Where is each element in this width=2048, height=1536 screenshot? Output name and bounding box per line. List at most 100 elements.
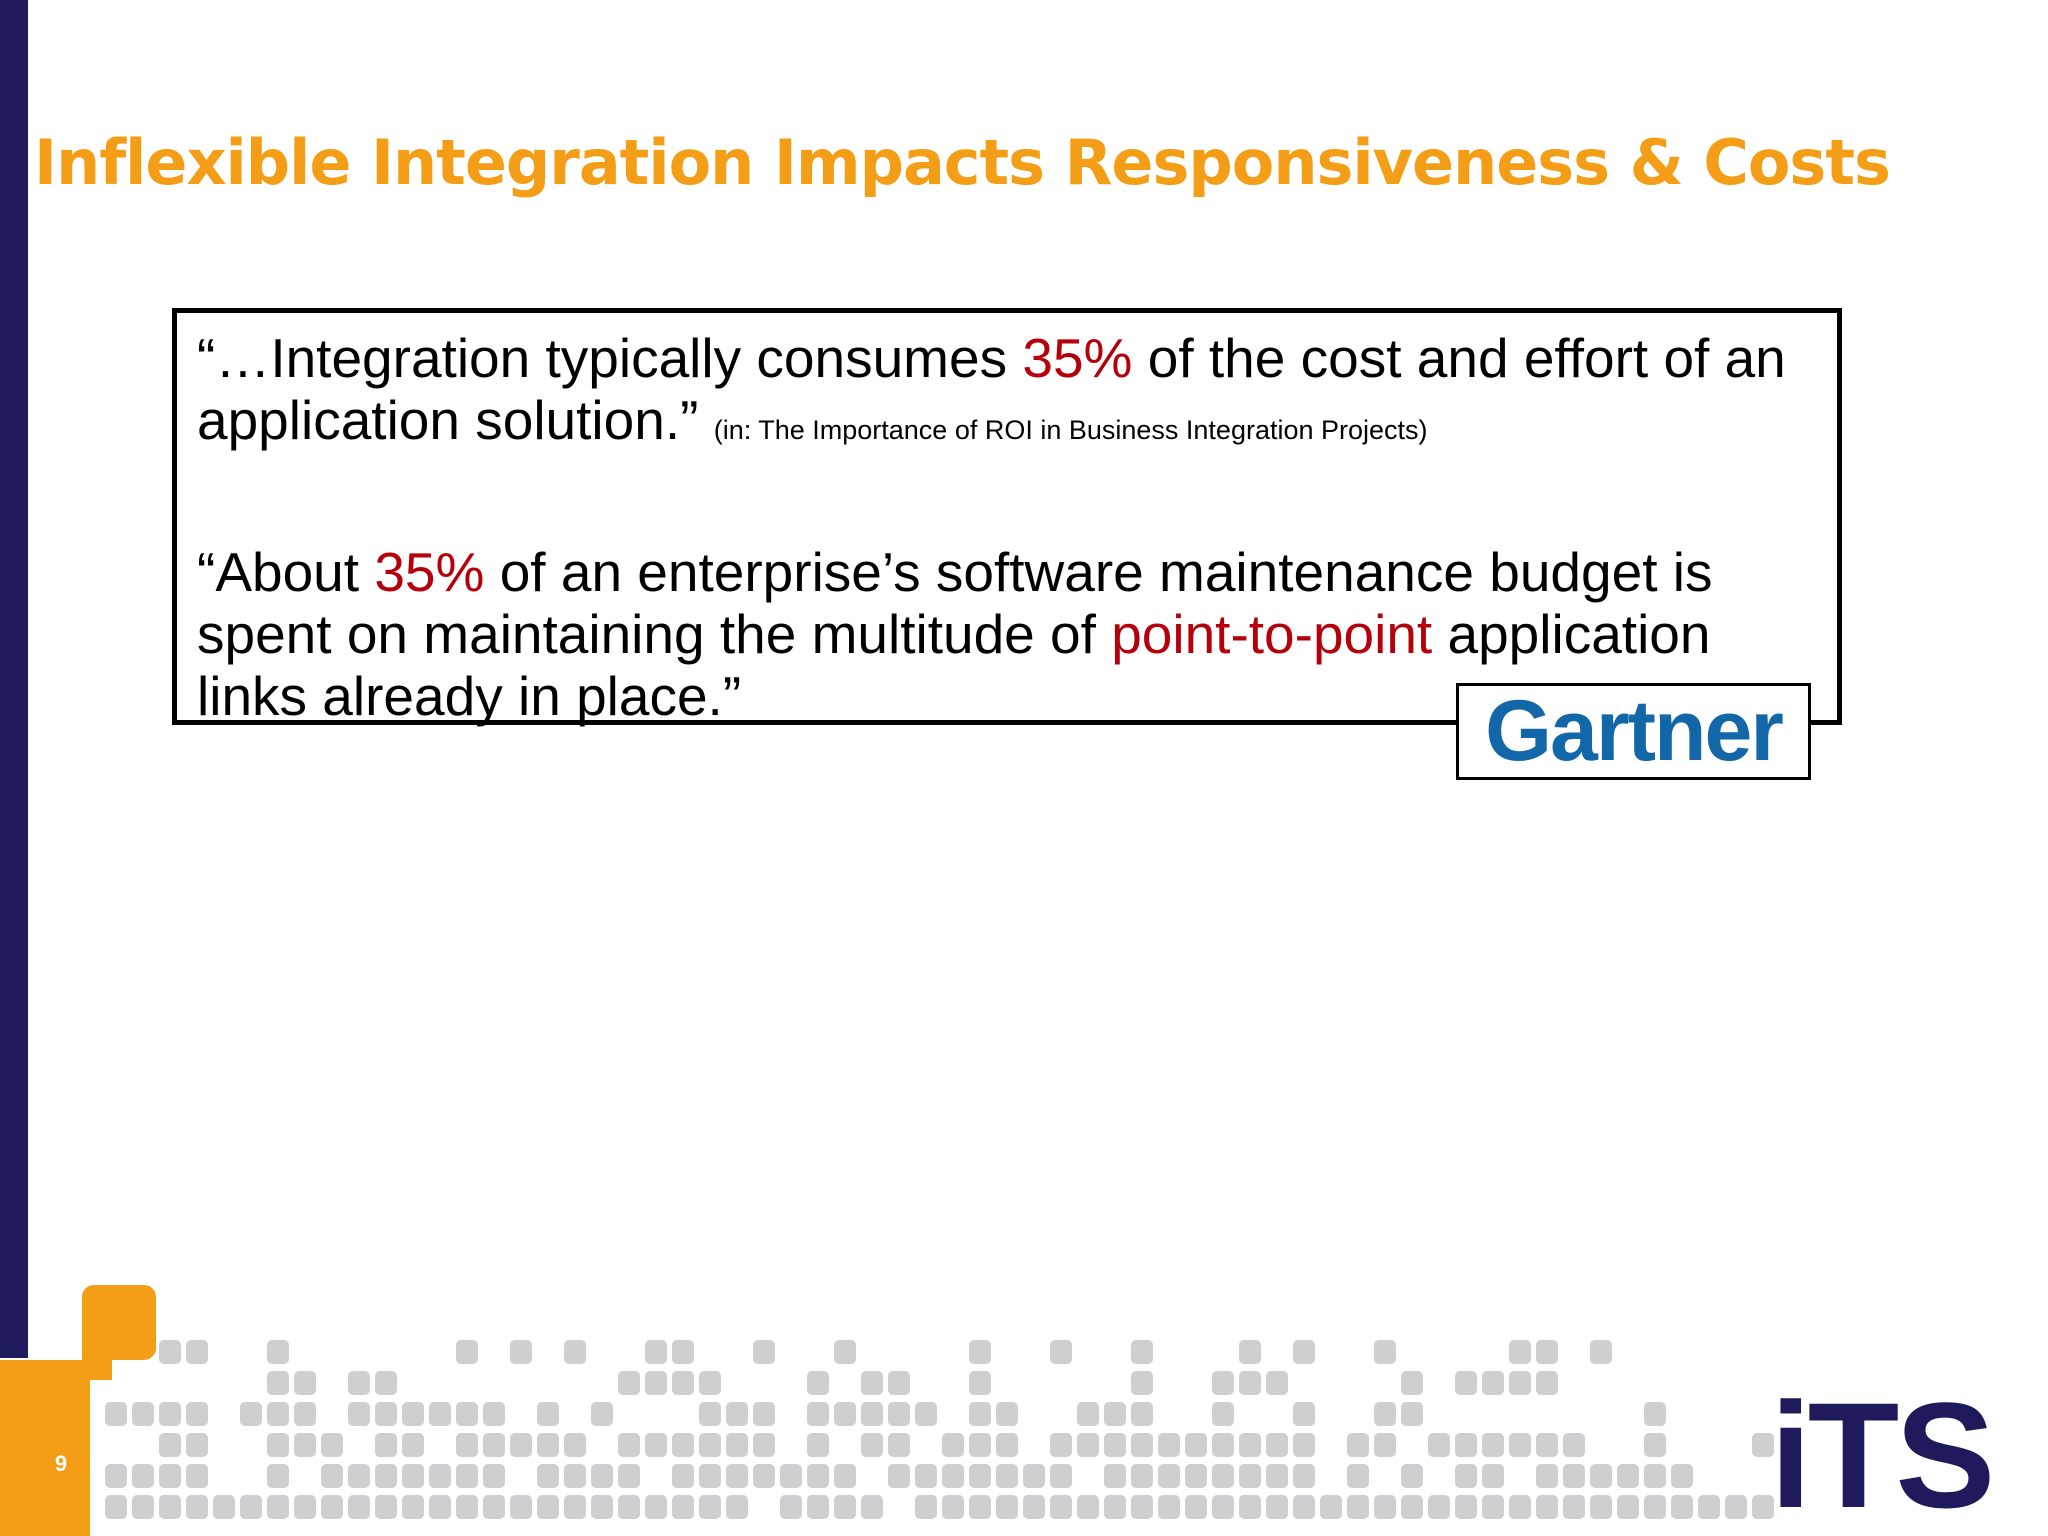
- pixel: [132, 1464, 154, 1488]
- pixel: [1212, 1464, 1234, 1488]
- pixel: [1077, 1495, 1099, 1519]
- pixel: [1428, 1495, 1450, 1519]
- pixel: [1536, 1340, 1558, 1364]
- pixel: [780, 1495, 802, 1519]
- pixel: [1104, 1402, 1126, 1426]
- pixel: [537, 1433, 559, 1457]
- pixel: [672, 1371, 694, 1395]
- pixel: [699, 1402, 721, 1426]
- pixel: [294, 1371, 316, 1395]
- pixel: [618, 1495, 640, 1519]
- pixel: [942, 1464, 964, 1488]
- quote-text: application links already in place.”: [197, 603, 1711, 727]
- pixel: [186, 1464, 208, 1488]
- pixel: [1104, 1495, 1126, 1519]
- pixel: [1644, 1464, 1666, 1488]
- pixel: [780, 1464, 802, 1488]
- pixel: [564, 1340, 586, 1364]
- pixel: [1077, 1402, 1099, 1426]
- pixel: [1266, 1495, 1288, 1519]
- pixel: [996, 1433, 1018, 1457]
- pixel: [672, 1495, 694, 1519]
- pixel: [159, 1464, 181, 1488]
- pixel: [1104, 1433, 1126, 1457]
- pixel-pattern: [105, 1340, 1774, 1519]
- pixel: [186, 1402, 208, 1426]
- slide-title: Inflexible Integration Impacts Responsiv…: [34, 126, 1891, 199]
- pixel: [996, 1464, 1018, 1488]
- pixel: [888, 1464, 910, 1488]
- pixel: [996, 1402, 1018, 1426]
- pixel: [1455, 1371, 1477, 1395]
- pixel: [510, 1340, 532, 1364]
- pixel: [1374, 1433, 1396, 1457]
- pixel: [807, 1464, 829, 1488]
- pixel: [1239, 1495, 1261, 1519]
- pixel: [1698, 1495, 1720, 1519]
- pixel: [564, 1495, 586, 1519]
- pixel: [537, 1464, 559, 1488]
- pixel: [1401, 1402, 1423, 1426]
- pixel: [1401, 1495, 1423, 1519]
- pixel: [1644, 1433, 1666, 1457]
- quote-box: “…Integration typically consumes 35% of …: [172, 308, 1842, 727]
- pixel: [186, 1340, 208, 1364]
- pixel: [834, 1464, 856, 1488]
- pixel: [1212, 1495, 1234, 1519]
- pixel: [375, 1464, 397, 1488]
- pixel: [726, 1402, 748, 1426]
- pixel: [1752, 1495, 1774, 1519]
- pixel: [1590, 1340, 1612, 1364]
- pixel: [726, 1495, 748, 1519]
- pixel: [1239, 1340, 1261, 1364]
- pixel: [1347, 1433, 1369, 1457]
- pixel: [1455, 1495, 1477, 1519]
- pixel: [1212, 1371, 1234, 1395]
- pixel: [1212, 1433, 1234, 1457]
- pixel: [1752, 1433, 1774, 1457]
- pixel: [375, 1402, 397, 1426]
- pixel: [429, 1402, 451, 1426]
- pixel: [672, 1464, 694, 1488]
- pixel: [321, 1495, 343, 1519]
- pixel: [915, 1495, 937, 1519]
- pixel: [969, 1433, 991, 1457]
- pixel: [1401, 1464, 1423, 1488]
- pixel: [699, 1433, 721, 1457]
- pixel: [1401, 1371, 1423, 1395]
- quote: “…Integration typically consumes 35% of …: [197, 327, 1827, 461]
- pixel: [510, 1495, 532, 1519]
- pixel: [1239, 1433, 1261, 1457]
- pixel: [348, 1495, 370, 1519]
- pixel: [942, 1433, 964, 1457]
- pixel: [267, 1464, 289, 1488]
- pixel: [1131, 1464, 1153, 1488]
- pixel: [834, 1340, 856, 1364]
- pixel: [483, 1402, 505, 1426]
- quote-highlight: 35%: [374, 541, 485, 603]
- pixel: [726, 1464, 748, 1488]
- pixel: [1077, 1433, 1099, 1457]
- pixel: [699, 1495, 721, 1519]
- pixel: [1050, 1340, 1072, 1364]
- pixel: [1050, 1495, 1072, 1519]
- pixel: [348, 1371, 370, 1395]
- pixel: [564, 1433, 586, 1457]
- pixel: [1590, 1495, 1612, 1519]
- pixel: [348, 1402, 370, 1426]
- pixel: [1482, 1433, 1504, 1457]
- pixel: [294, 1495, 316, 1519]
- pixel: [456, 1340, 478, 1364]
- side-bar: [0, 0, 28, 1358]
- pixel: [969, 1340, 991, 1364]
- orange-block: [0, 1360, 90, 1536]
- pixel: [1023, 1464, 1045, 1488]
- pixel: [294, 1433, 316, 1457]
- pixel: [807, 1433, 829, 1457]
- pixel: [1482, 1464, 1504, 1488]
- pixel: [726, 1433, 748, 1457]
- pixel: [267, 1495, 289, 1519]
- pixel: [969, 1495, 991, 1519]
- pixel: [1158, 1433, 1180, 1457]
- pixel: [402, 1402, 424, 1426]
